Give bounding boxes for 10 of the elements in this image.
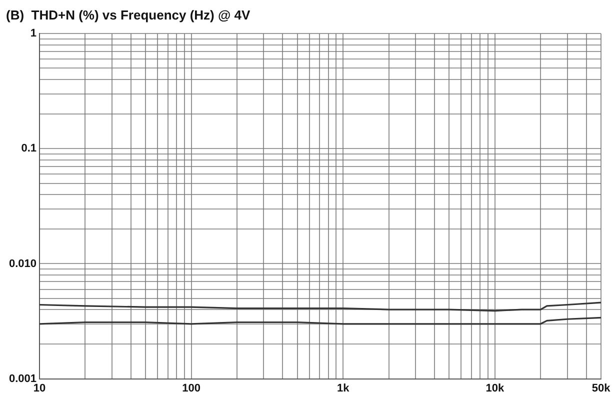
x-tick-label: 50k — [592, 382, 612, 394]
y-tick-label: 1 — [30, 28, 37, 40]
y-tick-label: 0.010 — [8, 258, 37, 270]
x-tick-label: 100 — [182, 382, 200, 394]
x-tick-label: 10 — [33, 382, 46, 394]
x-tick-label: 1k — [336, 382, 350, 394]
y-tick-label: 0.001 — [8, 372, 37, 385]
chart-title: (B) THD+N (%) vs Frequency (Hz) @ 4V — [6, 7, 251, 22]
x-tick-label: 10k — [486, 382, 505, 394]
y-tick-label: 0.1 — [21, 142, 37, 155]
